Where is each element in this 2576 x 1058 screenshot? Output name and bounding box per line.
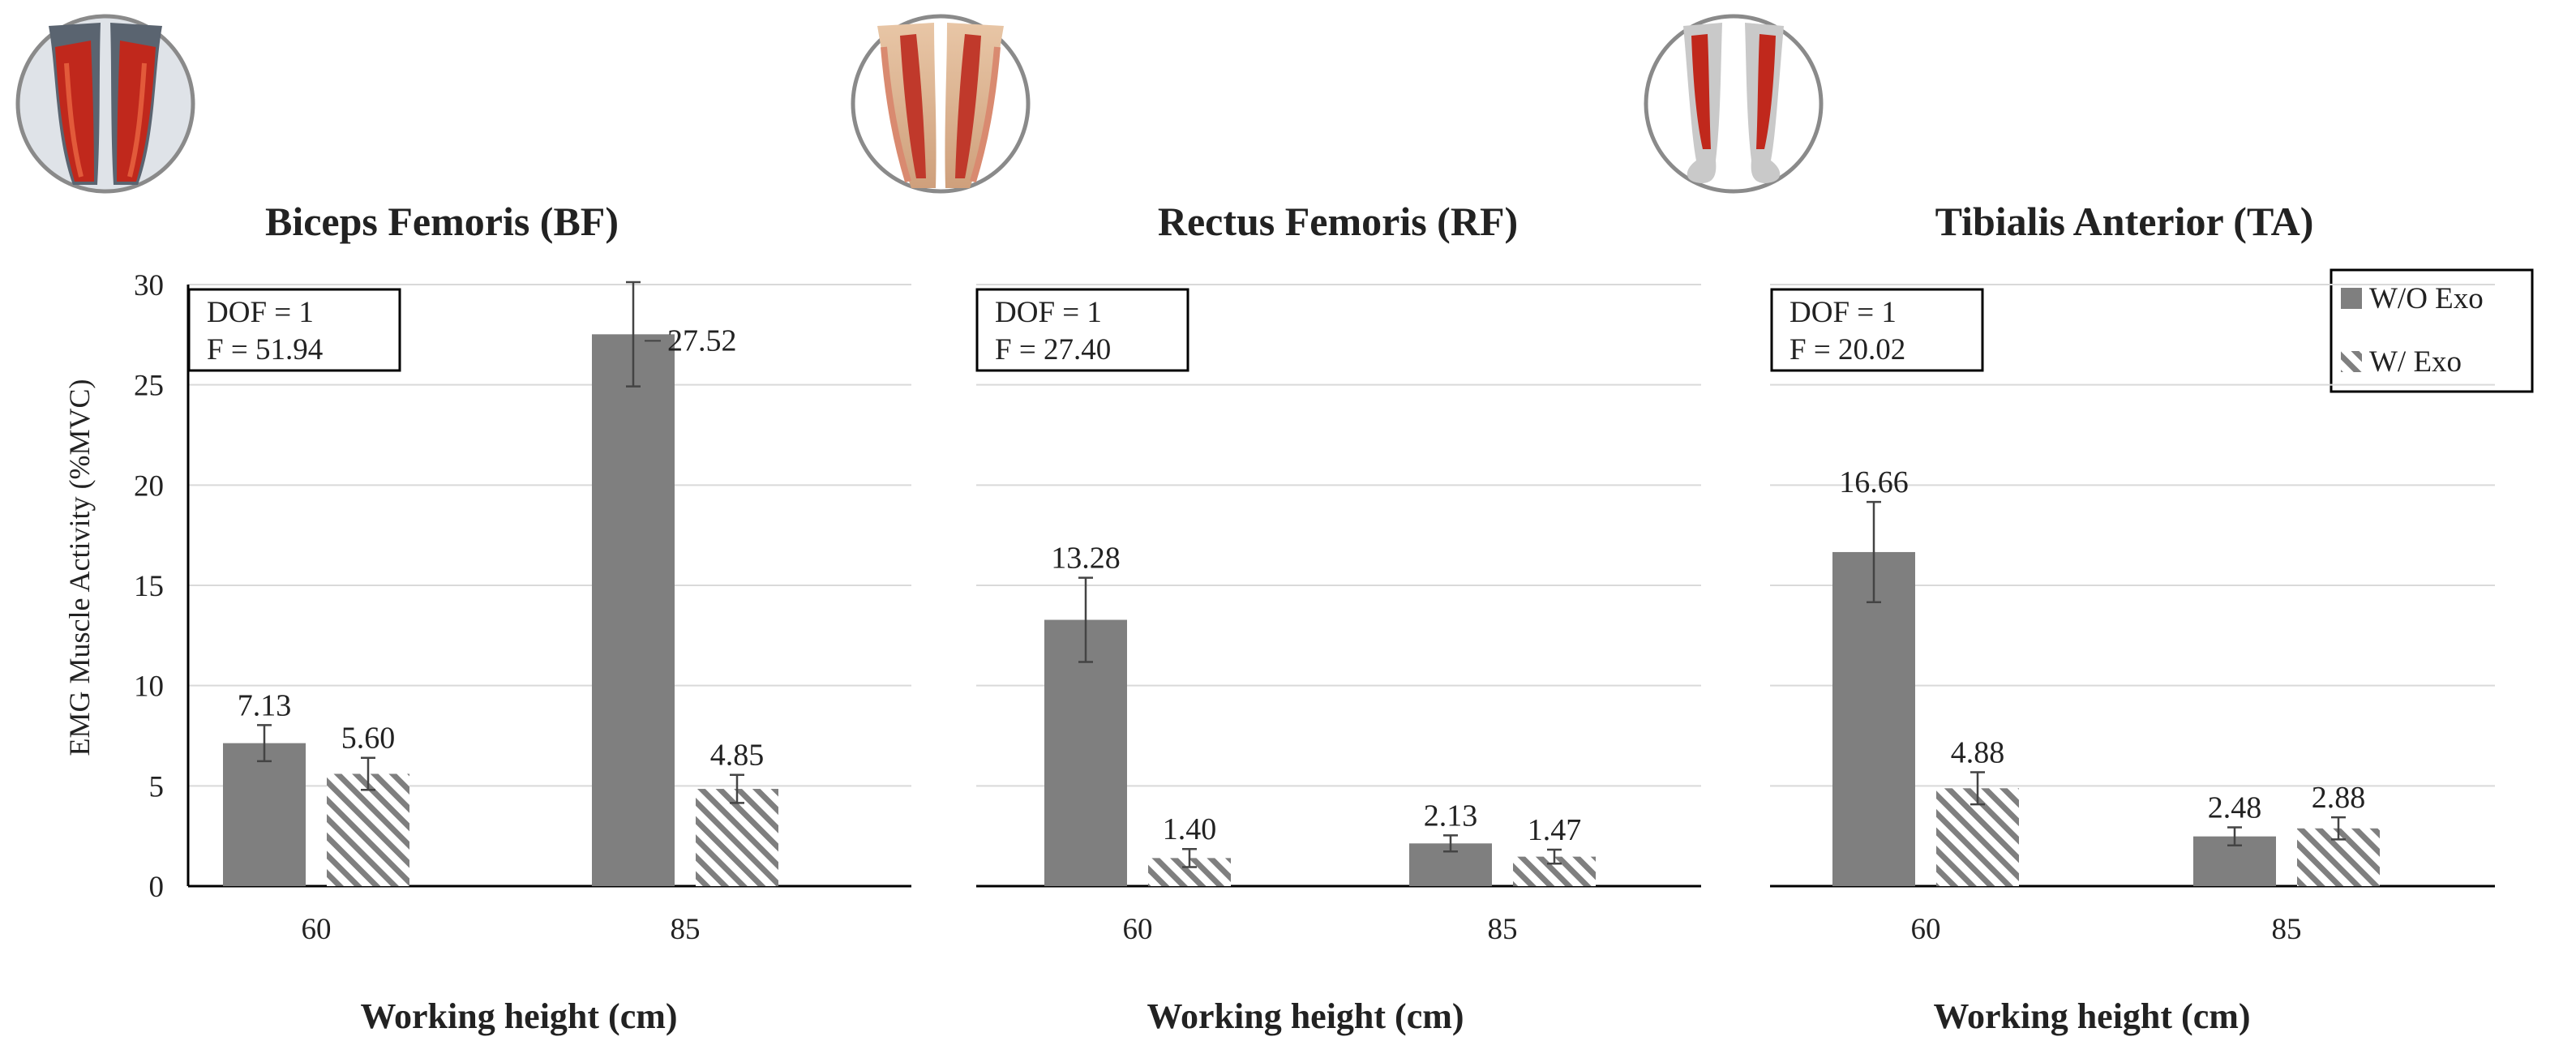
data-label-rf-with-exo-60: 1.40 (1163, 812, 1217, 846)
legend-swatch-without-exo (2341, 288, 2362, 309)
y-tick-label-10: 10 (134, 670, 164, 704)
panel-title-ta: Tibialis Anterior (TA) (1935, 199, 2314, 244)
y-axis-label: EMG Muscle Activity (%MVC) (63, 379, 96, 756)
y-tick-label-25: 25 (134, 370, 164, 403)
stat-dof-ta: DOF = 1 (1789, 296, 1897, 329)
x-tick-label-bf-85: 85 (671, 913, 701, 946)
x-tick-label-ta-60: 60 (1911, 913, 1941, 946)
bar-bf-with-exo-60 (327, 773, 409, 886)
stat-f-rf: F = 27.40 (995, 333, 1111, 366)
panel-title-rf: Rectus Femoris (RF) (1158, 199, 1518, 244)
data-label-rf-without-exo-60: 13.28 (1051, 542, 1121, 576)
thigh-front-muscle-icon (851, 14, 1031, 194)
y-tick-label-20: 20 (134, 469, 164, 503)
stat-f-ta: F = 20.02 (1789, 333, 1905, 366)
x-tick-label-ta-85: 85 (2272, 913, 2302, 946)
data-label-ta-without-exo-60: 16.66 (1839, 465, 1909, 499)
data-label-bf-with-exo-60: 5.60 (341, 722, 396, 756)
bar-bf-with-exo-85 (696, 789, 778, 886)
data-label-bf-with-exo-85: 4.85 (710, 739, 765, 773)
legend-label-with-exo: W/ Exo (2369, 345, 2462, 379)
legend: W/O Exo W/ Exo (2330, 268, 2534, 393)
stat-box-ta: DOF = 1 F = 20.02 (1770, 288, 1984, 372)
x-axis-label-bf: Working height (cm) (360, 996, 677, 1036)
legend-swatch-with-exo (2341, 351, 2362, 372)
bar-bf-without-exo-85 (592, 334, 675, 887)
data-label-bf-without-exo-85: 27.52 (667, 323, 737, 358)
stat-box-bf: DOF = 1 F = 51.94 (187, 288, 401, 372)
stat-dof-bf: DOF = 1 (207, 296, 314, 329)
bar-rf-without-exo-60 (1044, 619, 1127, 886)
stat-box-rf: DOF = 1 F = 27.40 (975, 288, 1189, 372)
data-label-ta-with-exo-85: 2.88 (2312, 781, 2366, 815)
legend-label-without-exo: W/O Exo (2369, 282, 2484, 315)
bar-bf-without-exo-60 (223, 743, 306, 886)
y-tick-label-30: 30 (134, 269, 164, 302)
stat-dof-rf: DOF = 1 (995, 296, 1102, 329)
chart-panels: 0 5 10 15 20 25 30 60 85 7.13 27.52 5.60 4.85 60 85 13.… (134, 269, 2495, 946)
y-tick-label-15: 15 (134, 570, 164, 603)
y-tick-label-5: 5 (149, 770, 165, 803)
data-label-bf-without-exo-60: 7.13 (238, 688, 292, 722)
data-label-ta-without-exo-85: 2.48 (2208, 791, 2262, 825)
x-tick-label-rf-60: 60 (1123, 913, 1153, 946)
stat-f-bf: F = 51.94 (207, 333, 323, 366)
x-tick-label-bf-60: 60 (302, 913, 332, 946)
shin-muscle-icon (1644, 14, 1824, 194)
y-tick-label-0: 0 (149, 871, 165, 904)
panel-title-bf: Biceps Femoris (BF) (265, 199, 619, 244)
data-label-rf-with-exo-85: 1.47 (1528, 813, 1582, 847)
x-tick-label-rf-85: 85 (1488, 913, 1518, 946)
x-axis-label-ta: Working height (cm) (1933, 996, 2250, 1036)
data-label-rf-without-exo-85: 2.13 (1424, 799, 1478, 833)
bar-ta-without-exo-60 (1832, 551, 1915, 886)
x-axis-label-rf: Working height (cm) (1147, 996, 1464, 1036)
data-label-ta-with-exo-60: 4.88 (1951, 736, 2005, 770)
thigh-back-muscle-icon (15, 14, 195, 194)
